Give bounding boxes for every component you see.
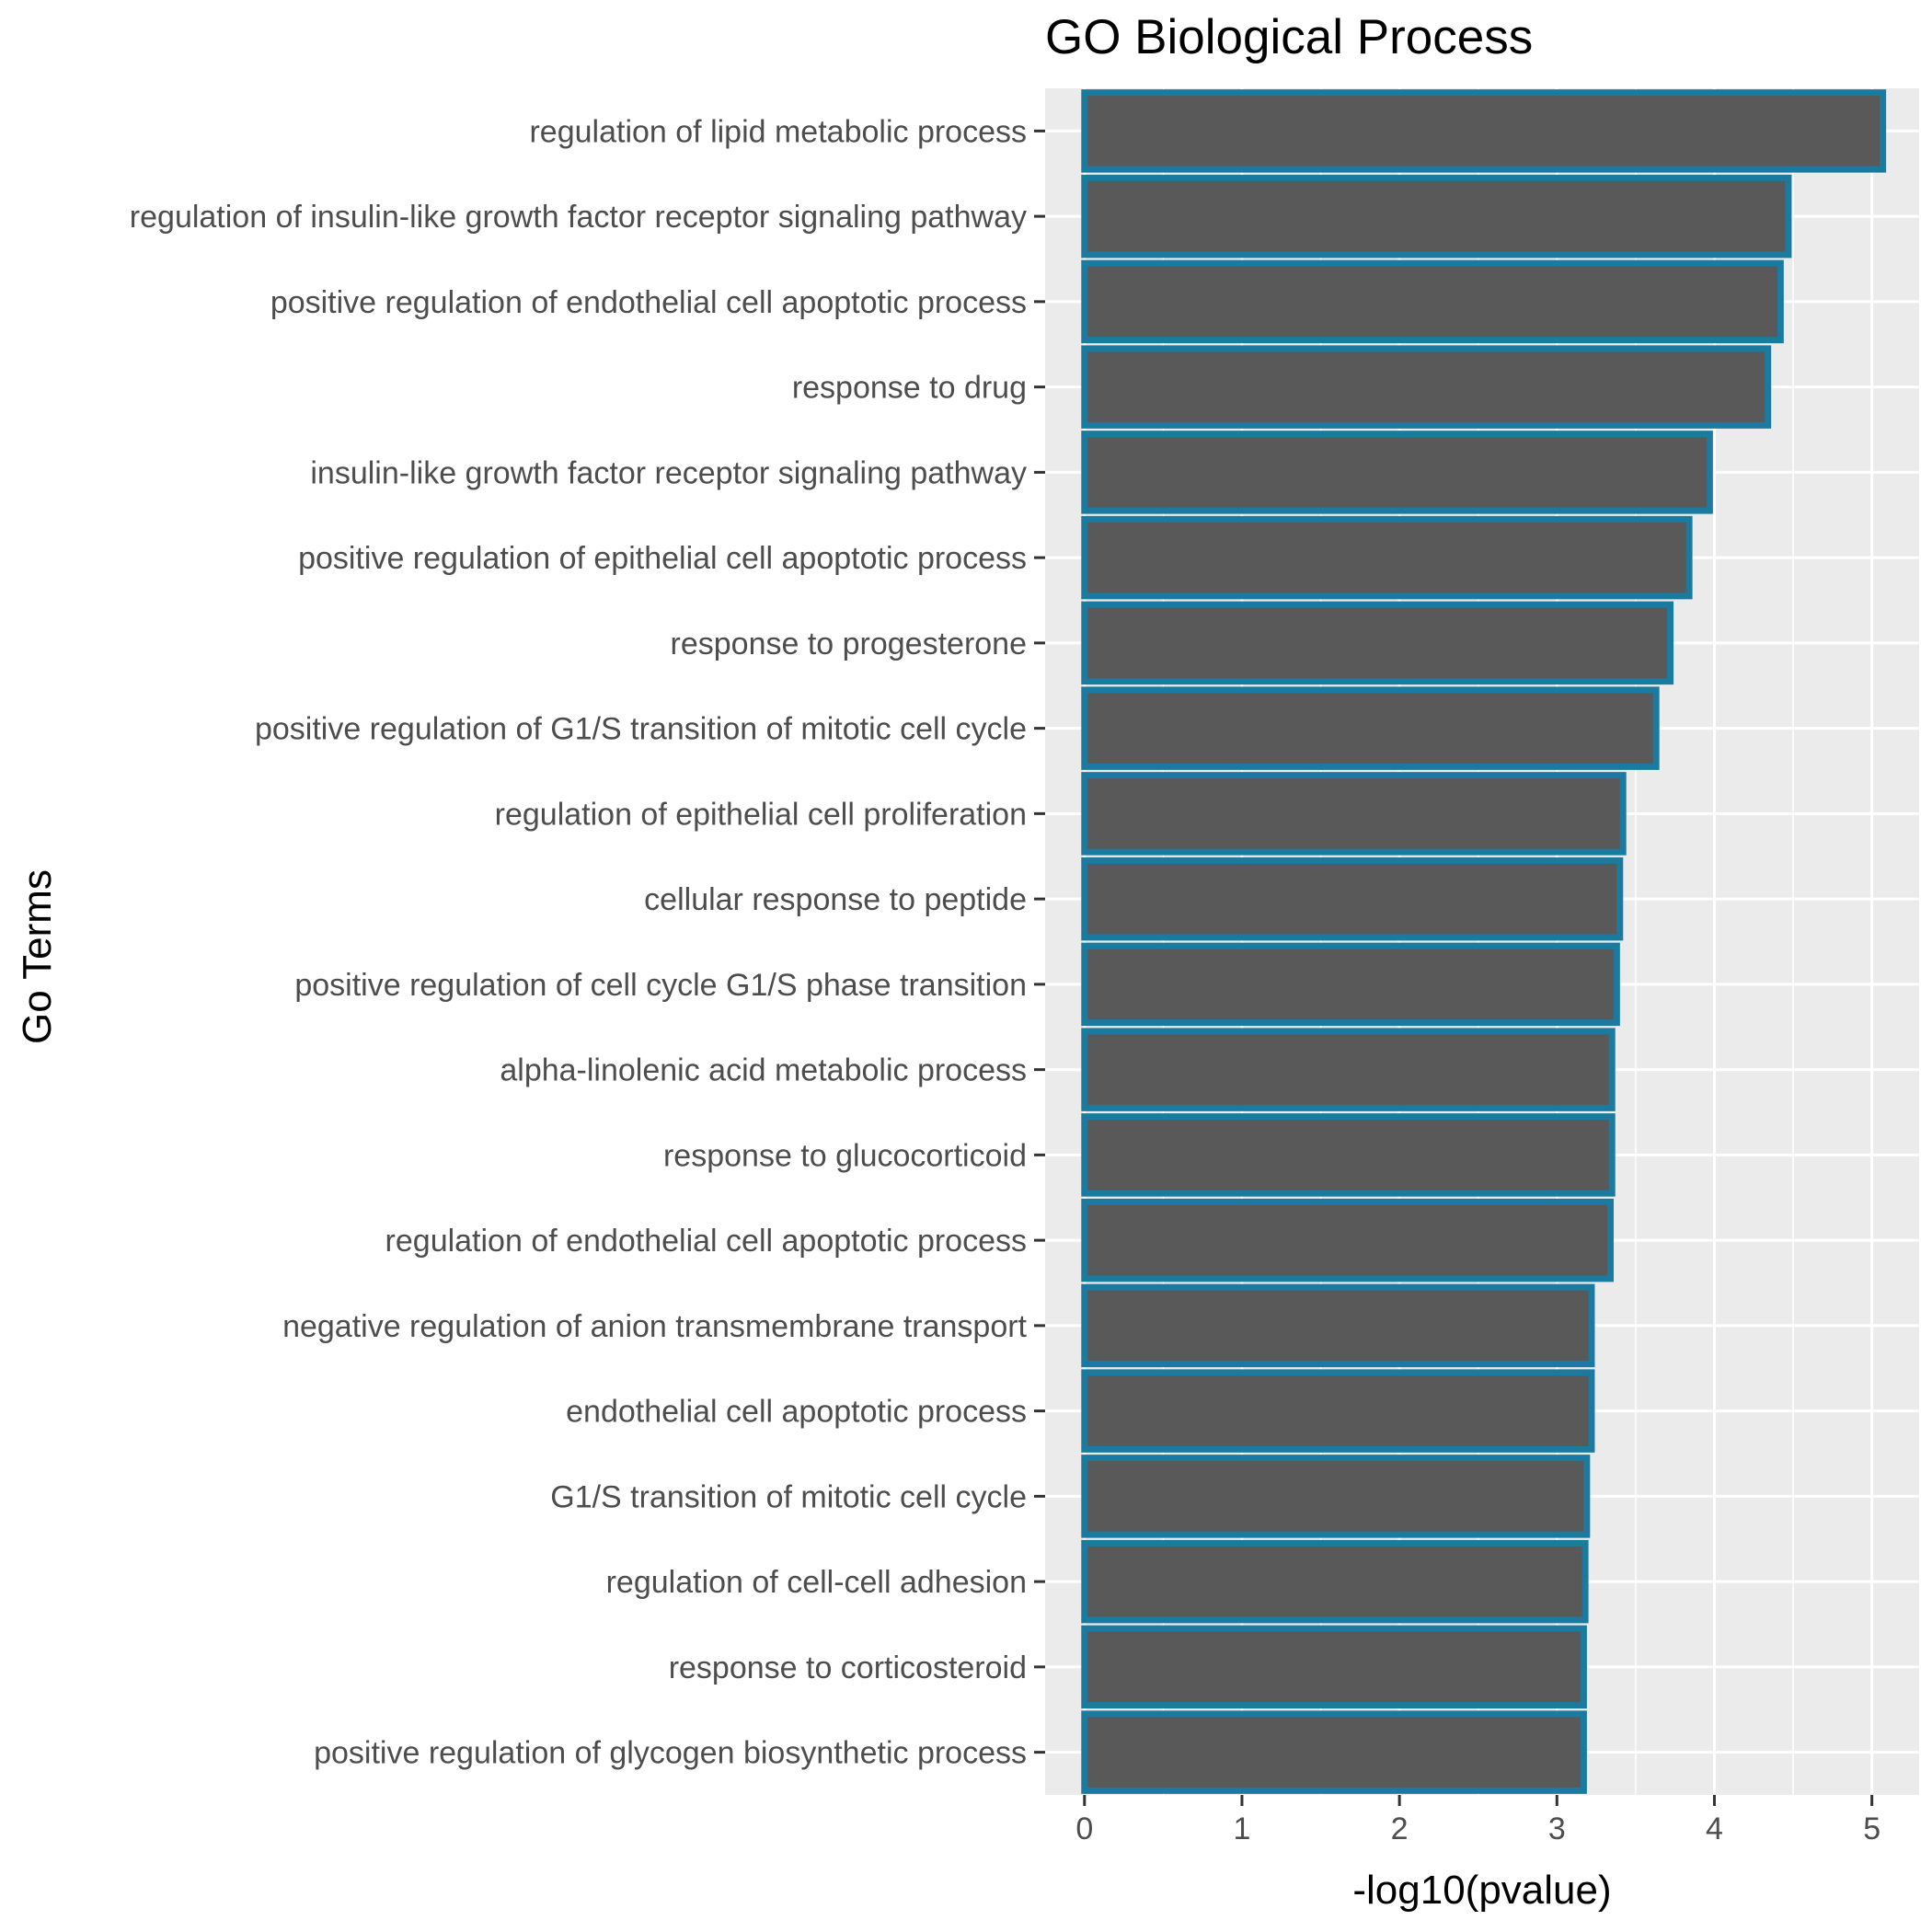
y-tick-label: response to progesterone	[671, 627, 1027, 661]
bar	[1081, 1113, 1616, 1197]
x-tick-label: 4	[1706, 1811, 1723, 1846]
y-tick-label: regulation of cell-cell adhesion	[606, 1565, 1027, 1600]
bar	[1081, 1283, 1595, 1368]
y-tick-label: positive regulation of G1/S transition o…	[255, 712, 1027, 747]
y-tick-label: regulation of epithelial cell proliferat…	[495, 797, 1027, 832]
x-axis-ticks: 0 1 2 3 4 5	[1075, 1795, 1880, 1846]
y-tick-label: negative regulation of anion transmembra…	[282, 1309, 1027, 1344]
y-tick-label: response to glucocorticoid	[663, 1138, 1027, 1173]
bar	[1081, 89, 1887, 173]
y-axis-ticks: regulation of lipid metabolic process reg…	[130, 114, 1045, 1771]
bar	[1081, 515, 1693, 600]
y-tick-label: positive regulation of epithelial cell a…	[298, 541, 1027, 576]
y-tick-label: G1/S transition of mitotic cell cycle	[550, 1479, 1027, 1514]
bars	[1081, 89, 1887, 1794]
bar	[1081, 686, 1660, 770]
bar	[1081, 857, 1624, 941]
y-tick-label: alpha-linolenic acid metabolic process	[500, 1053, 1027, 1088]
x-tick-label: 5	[1863, 1811, 1880, 1846]
y-tick-label: positive regulation of cell cycle G1/S p…	[294, 968, 1027, 1003]
bar	[1081, 431, 1713, 514]
x-axis-title: -log10(pvalue)	[1352, 1868, 1611, 1913]
y-tick-label: response to corticosteroid	[669, 1650, 1027, 1685]
y-tick-label: regulation of lipid metabolic process	[529, 114, 1027, 149]
y-tick-label: insulin-like growth factor receptor sign…	[310, 455, 1027, 490]
y-axis-title: Go Terms	[15, 869, 60, 1044]
chart-title: GO Biological Process	[1045, 10, 1533, 64]
x-tick-label: 1	[1234, 1811, 1251, 1846]
bar	[1081, 1539, 1589, 1624]
y-tick-label: response to drug	[792, 371, 1027, 406]
bar	[1081, 772, 1627, 856]
bar	[1081, 1028, 1616, 1111]
bar	[1081, 942, 1620, 1027]
y-tick-label: positive regulation of endothelial cell …	[270, 285, 1027, 320]
bar	[1081, 259, 1784, 344]
y-tick-label: regulation of endothelial cell apoptotic…	[385, 1224, 1027, 1259]
bar	[1081, 1369, 1595, 1453]
bar	[1081, 1625, 1587, 1709]
x-tick-label: 0	[1075, 1811, 1093, 1846]
x-tick-label: 3	[1548, 1811, 1566, 1846]
bar	[1081, 1710, 1587, 1794]
y-tick-label: endothelial cell apoptotic process	[566, 1395, 1027, 1430]
plot-panel	[1045, 88, 1919, 1795]
y-tick-label: positive regulation of glycogen biosynth…	[314, 1736, 1027, 1771]
bar	[1081, 601, 1674, 685]
bar	[1081, 174, 1792, 259]
y-tick-label: regulation of insulin-like growth factor…	[130, 200, 1027, 235]
x-tick-label: 2	[1391, 1811, 1409, 1846]
bar	[1081, 1198, 1615, 1282]
y-tick-label: cellular response to peptide	[644, 882, 1027, 917]
bar	[1081, 1455, 1591, 1538]
bar	[1081, 345, 1772, 429]
